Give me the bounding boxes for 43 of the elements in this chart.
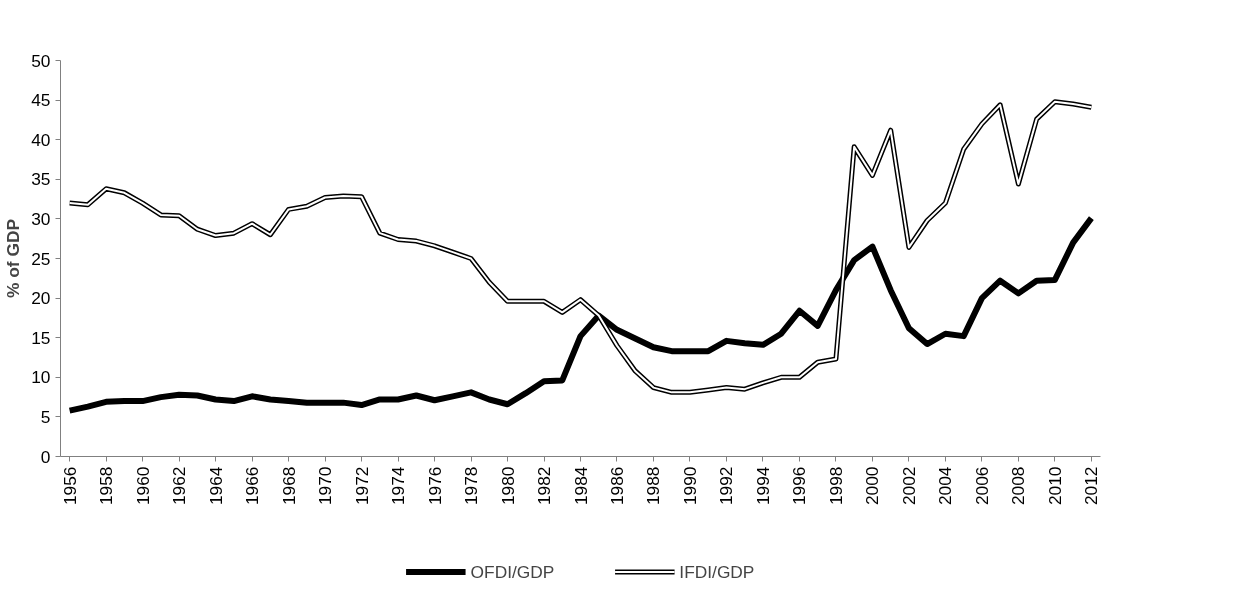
x-tick-label: 1988	[643, 466, 664, 506]
x-tick-label: 1992	[716, 466, 737, 506]
x-tick-label: 1990	[679, 466, 700, 506]
x-tick-label: 1996	[789, 466, 810, 506]
x-tick-label: 1956	[59, 466, 80, 506]
x-tick-label: 2002	[898, 466, 919, 506]
y-tick-label: 20	[31, 288, 51, 309]
y-tick-label: 45	[31, 90, 51, 111]
y-tick-label: 15	[31, 327, 51, 348]
x-tick-label: 1960	[132, 466, 153, 506]
y-tick-label: 10	[31, 367, 51, 388]
x-tick-label: 1968	[278, 466, 299, 506]
x-tick-label: 1984	[570, 466, 591, 506]
y-tick-label: 40	[31, 129, 51, 150]
y-tick-label: 30	[31, 208, 51, 229]
x-tick-label: 1974	[388, 466, 409, 506]
x-tick-label: 1982	[534, 466, 555, 506]
legend-label: IFDI/GDP	[679, 561, 755, 583]
x-tick-label: 1986	[606, 466, 627, 506]
x-tick-label: 1978	[461, 466, 482, 506]
y-tick-label: 5	[40, 406, 51, 427]
y-tick-label: 25	[31, 248, 51, 269]
x-tick-label: 1966	[242, 466, 263, 506]
x-tick-label: 2000	[862, 466, 883, 506]
x-tick-label: 1964	[205, 466, 226, 506]
y-axis-title: % of GDP	[3, 219, 24, 298]
x-tick-label: 1998	[825, 466, 846, 506]
x-tick-label: 1962	[169, 466, 190, 506]
y-tick-label: 50	[31, 50, 51, 71]
y-tick-label: 0	[40, 446, 51, 467]
legend-label: OFDI/GDP	[470, 561, 555, 583]
x-tick-label: 1994	[752, 466, 773, 506]
x-tick-label: 1972	[351, 466, 372, 506]
x-tick-label: 2010	[1044, 466, 1065, 506]
x-tick-label: 2012	[1081, 466, 1102, 506]
x-tick-label: 2004	[935, 466, 956, 506]
x-tick-label: 1970	[315, 466, 336, 506]
y-tick-label: 35	[31, 169, 51, 190]
x-tick-label: 2008	[1008, 466, 1029, 506]
x-tick-label: 1976	[424, 466, 445, 506]
x-tick-label: 1958	[96, 466, 117, 506]
x-tick-label: 1980	[497, 466, 518, 506]
x-tick-label: 2006	[971, 466, 992, 506]
